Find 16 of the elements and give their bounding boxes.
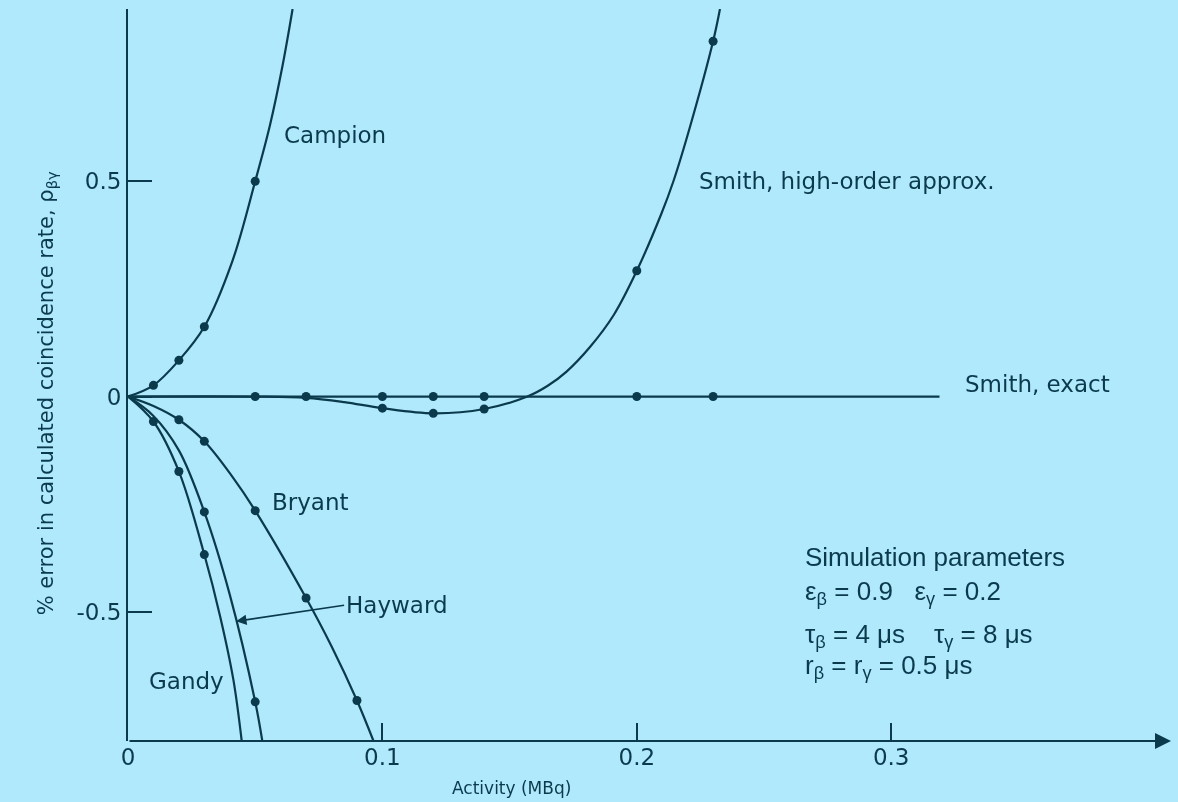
series-label: Bryant: [272, 489, 349, 515]
x-axis-title: Activity (MBq): [452, 778, 572, 798]
annotation: τ$_{β}$ = 4 μs τ$_{γ}$ = 8 μs: [805, 619, 1033, 653]
x-tick-label: 0.1: [364, 744, 401, 770]
annotation: Hayward: [346, 592, 448, 618]
annotation: ε$_{β}$ = 0.9 ε$_{γ}$ = 0.2: [805, 576, 1001, 610]
y-tick-label: -0.5: [76, 598, 122, 625]
y-tick-label: 0.5: [84, 168, 122, 195]
series-label: Smith, high-order approx.: [699, 168, 995, 194]
series-label: Campion: [284, 122, 387, 148]
series-label: Gandy: [149, 668, 224, 694]
x-tick-label: 0.3: [872, 744, 910, 770]
x-tick-label: 0.2: [618, 744, 656, 770]
annotation: Simulation parameters: [805, 542, 1066, 572]
y-tick-label: 0: [106, 383, 122, 410]
series-label: Smith, exact: [965, 371, 1110, 397]
